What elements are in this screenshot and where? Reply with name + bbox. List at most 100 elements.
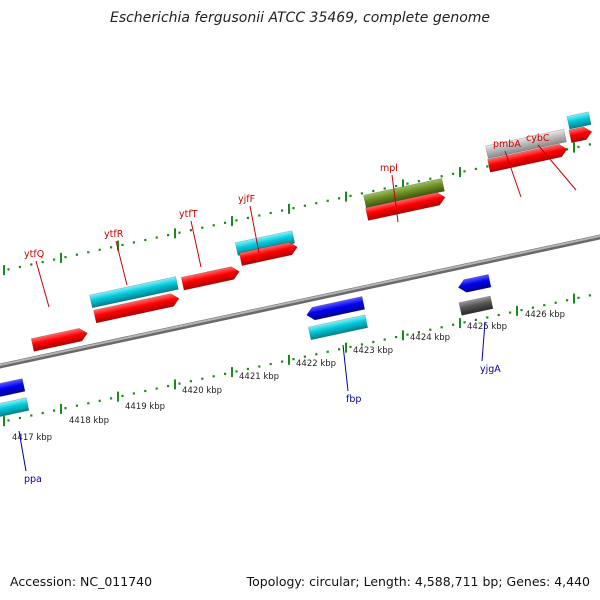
fbp-gene[interactable] bbox=[307, 314, 369, 341]
ytfR-gene-shape bbox=[89, 276, 179, 309]
label-leader bbox=[342, 344, 349, 392]
gene-label-yjfF[interactable]: yjfF bbox=[238, 194, 255, 205]
ruler-label: 4422 kbp bbox=[296, 359, 336, 369]
cybC-gene[interactable] bbox=[566, 111, 592, 130]
tick-dot bbox=[566, 299, 569, 302]
tick-dot bbox=[235, 219, 238, 222]
ppa-cds-shape bbox=[0, 378, 26, 398]
tick-dot bbox=[406, 182, 409, 185]
tick-dot bbox=[75, 253, 78, 256]
ytfT-cds[interactable] bbox=[180, 265, 240, 291]
tick-dot bbox=[292, 358, 295, 361]
gene-label-fbp[interactable]: fbp bbox=[346, 394, 361, 405]
tick-dot bbox=[509, 311, 512, 314]
tick-dot bbox=[30, 263, 33, 266]
yjgA-cds-shape bbox=[457, 274, 492, 293]
ruler-label: 4421 kbp bbox=[239, 372, 279, 382]
tick-dot bbox=[588, 143, 591, 146]
ruler-label: 4418 kbp bbox=[69, 416, 109, 426]
cybC-cds[interactable] bbox=[568, 125, 593, 144]
tick-dot bbox=[440, 326, 443, 329]
tick-dot bbox=[132, 392, 135, 395]
gene-label-cybC[interactable]: cybC bbox=[526, 133, 550, 144]
ytfR-gene[interactable] bbox=[89, 276, 179, 309]
tick-dot bbox=[372, 340, 375, 344]
tick-dot bbox=[577, 145, 580, 148]
gene-label-ytfT[interactable]: ytfT bbox=[179, 209, 198, 220]
label-leader bbox=[481, 321, 486, 362]
yjfF-gene[interactable] bbox=[234, 230, 296, 256]
ytfT-cds-shape bbox=[180, 266, 240, 291]
tick-dot bbox=[383, 338, 386, 341]
yjfF-cds[interactable] bbox=[238, 241, 298, 266]
yjgA-cds[interactable] bbox=[457, 274, 492, 293]
tick-dot bbox=[486, 165, 489, 168]
gene-label-yjgA[interactable]: yjgA bbox=[480, 364, 501, 375]
tick-dot bbox=[315, 353, 318, 356]
mpl-gene[interactable] bbox=[363, 178, 445, 209]
label-leader bbox=[504, 150, 522, 198]
tick-dot bbox=[110, 397, 113, 400]
tick-dot bbox=[258, 365, 261, 368]
tick-dot bbox=[235, 370, 238, 373]
ytfR-cds[interactable] bbox=[93, 292, 181, 324]
tick-dot bbox=[7, 419, 10, 422]
tick-dot bbox=[258, 214, 261, 217]
gene-label-ppa[interactable]: ppa bbox=[24, 474, 42, 485]
tick-dot bbox=[246, 216, 249, 220]
tick-dot bbox=[349, 345, 352, 348]
fbp-gene-shape bbox=[307, 314, 369, 341]
cybC-cds-shape bbox=[568, 126, 593, 144]
tick-dot bbox=[201, 226, 204, 229]
accession-text: Accession: NC_011740 bbox=[10, 574, 153, 589]
pmbA-gene[interactable] bbox=[485, 128, 567, 160]
label-leader bbox=[537, 144, 577, 191]
tick-dot bbox=[87, 402, 90, 405]
pmbA-cds[interactable] bbox=[487, 143, 569, 173]
tick-dot bbox=[452, 323, 455, 326]
ruler-label: 4423 kbp bbox=[353, 346, 393, 356]
gene-label-ytfR[interactable]: ytfR bbox=[104, 229, 124, 240]
tick-dot bbox=[395, 335, 398, 339]
mpl-cds[interactable] bbox=[365, 191, 447, 221]
ppa-gene-shape bbox=[0, 397, 30, 419]
tick-dot bbox=[303, 355, 306, 358]
tick-dot bbox=[98, 248, 101, 251]
gene-label-mpl[interactable]: mpl bbox=[380, 163, 398, 174]
tick-dot bbox=[155, 387, 158, 390]
tick-dot bbox=[87, 251, 90, 254]
tick-dot bbox=[326, 199, 329, 202]
gene-label-ytfQ[interactable]: ytfQ bbox=[24, 249, 44, 260]
tick-dot bbox=[417, 180, 420, 183]
tick-dot bbox=[474, 167, 477, 171]
tick-dot bbox=[360, 343, 363, 346]
yjfF-gene-shape bbox=[234, 230, 296, 256]
tick-dot bbox=[167, 233, 170, 237]
tick-dot bbox=[474, 318, 477, 322]
tick-dot bbox=[41, 411, 44, 415]
tick-dot bbox=[315, 202, 318, 205]
tick-dot bbox=[406, 333, 409, 336]
tick-dot bbox=[64, 256, 67, 259]
tick-dot bbox=[167, 384, 170, 388]
feature-rows bbox=[0, 111, 593, 427]
genome-backbone bbox=[0, 234, 600, 369]
feature-labels: 4417 kbp 4418 kbp 4419 kbp 4420 kbp 4421 kbp… bbox=[12, 133, 577, 485]
ppa-gene[interactable] bbox=[0, 397, 30, 419]
tick-dot bbox=[7, 268, 10, 271]
tick-dot bbox=[246, 367, 249, 371]
ruler-label: 4424 kbp bbox=[410, 333, 450, 343]
tick-dot bbox=[417, 331, 420, 334]
tick-dot bbox=[121, 243, 124, 246]
label-leader bbox=[115, 240, 128, 286]
ytfQ-cds[interactable] bbox=[30, 327, 88, 352]
gene-label-pmbA[interactable]: pmbA bbox=[493, 139, 521, 150]
ppa-cds[interactable] bbox=[0, 378, 26, 399]
inner-tick-track bbox=[3, 293, 591, 427]
fbp-cds[interactable] bbox=[305, 296, 366, 322]
tick-dot bbox=[531, 306, 534, 309]
tick-dot bbox=[75, 404, 78, 407]
yjgA-gene[interactable] bbox=[458, 295, 494, 316]
label-leader bbox=[190, 220, 202, 268]
